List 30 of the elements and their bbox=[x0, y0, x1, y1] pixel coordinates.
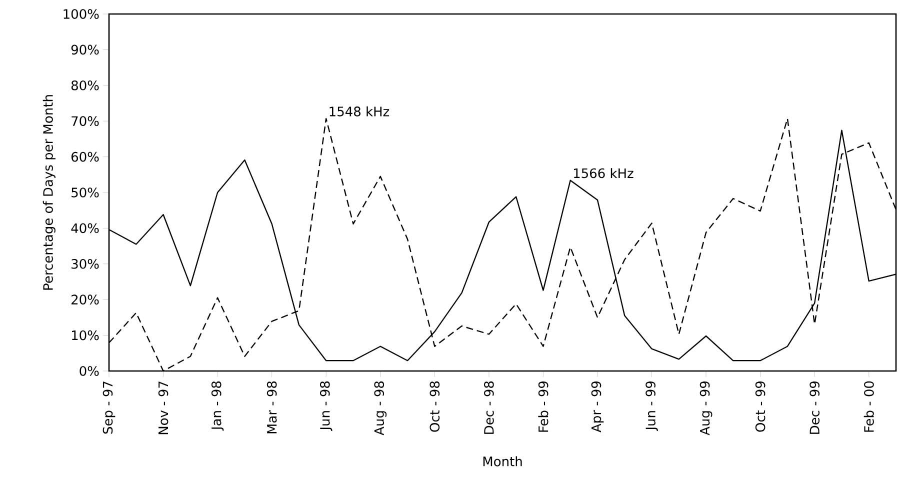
x-tick-label: Dec - 98 bbox=[484, 381, 494, 434]
x-tick-label: Aug - 99 bbox=[700, 381, 712, 436]
series-label: 1566 kHz bbox=[574, 168, 634, 178]
x-tick-label: Feb - 00 bbox=[864, 381, 874, 432]
y-tick-label: 10% bbox=[72, 330, 99, 340]
x-tick-label: Jan - 98 bbox=[211, 381, 224, 431]
y-tick-label: 0% bbox=[80, 366, 99, 376]
y-tick-label: 20% bbox=[72, 294, 99, 305]
y-tick-label: 30% bbox=[72, 258, 99, 269]
y-tick-label: 40% bbox=[71, 223, 99, 234]
y-tick-label: 70% bbox=[72, 116, 99, 126]
x-tick-label: Aug - 98 bbox=[374, 381, 387, 436]
x-tick-label: Nov - 97 bbox=[158, 382, 168, 434]
x-tick-label: Feb - 99 bbox=[538, 381, 548, 432]
y-tick-label: 50% bbox=[72, 188, 99, 198]
y-tick-label: 100% bbox=[64, 9, 99, 19]
x-tick-label: Jun - 99 bbox=[646, 381, 658, 432]
y-tick-label: 60% bbox=[71, 152, 99, 162]
x-tick-label: Sep - 97 bbox=[102, 382, 116, 434]
series-label: 1548 kHz bbox=[330, 106, 390, 116]
x-tick-label: Mar - 98 bbox=[266, 381, 277, 434]
y-tick-label: 90% bbox=[71, 44, 99, 55]
y-axis-title: Percentage of Days per Month bbox=[42, 95, 56, 290]
x-axis-title: Month bbox=[483, 456, 522, 466]
x-tick-label: Jun - 98 bbox=[320, 381, 332, 432]
y-tick-label: 80% bbox=[71, 80, 99, 90]
x-tick-label: Apr - 99 bbox=[591, 381, 604, 432]
x-tick-label: Oct - 98 bbox=[430, 381, 440, 432]
x-tick-label: Oct - 99 bbox=[755, 381, 766, 432]
x-tick-label: Dec - 99 bbox=[810, 381, 820, 434]
